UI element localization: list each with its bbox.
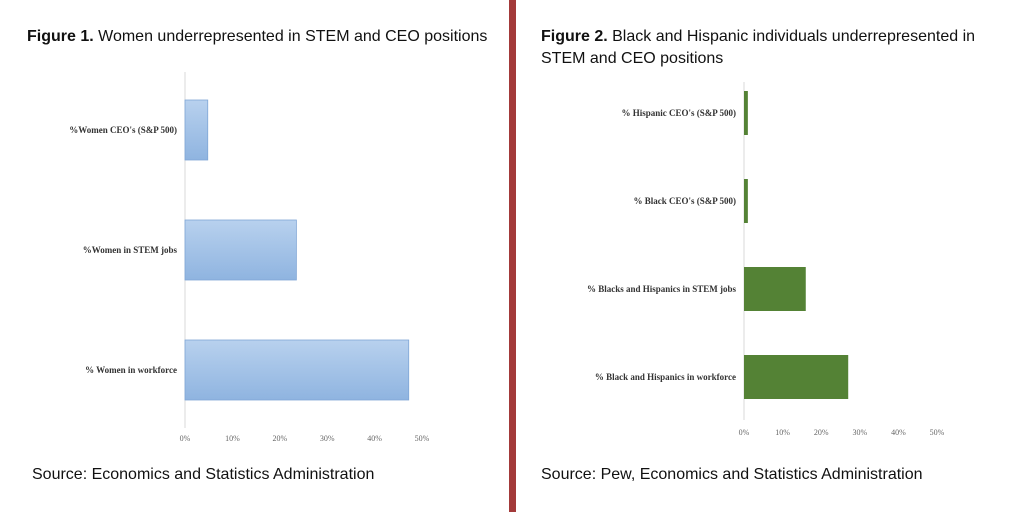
figure1-caption: Figure 1. Women underrepresented in STEM… <box>27 26 497 48</box>
chart2-tick-label: 40% <box>891 428 906 437</box>
chart1-bar <box>184 219 297 281</box>
chart1-tick-label: 40% <box>367 434 382 443</box>
chart1-tick-label: 50% <box>415 434 430 443</box>
figure1-caption-bold: Figure 1. <box>27 28 94 45</box>
chart1-tick-label: 10% <box>225 434 240 443</box>
chart1-tick-label: 0% <box>180 434 191 443</box>
figure1-source: Source: Economics and Statistics Adminis… <box>32 466 375 483</box>
chart2-tick-label: 20% <box>814 428 829 437</box>
chart2-category-label: % Black and Hispanics in workforce <box>595 372 736 382</box>
chart1-category-label: % Women in workforce <box>85 365 177 375</box>
chart2-category-label: % Blacks and Hispanics in STEM jobs <box>587 284 737 294</box>
figure2-source: Source: Pew, Economics and Statistics Ad… <box>541 466 923 483</box>
chart2-tick-label: 30% <box>852 428 867 437</box>
chart1-tick-label: 20% <box>272 434 287 443</box>
chart1-category-label: %Women in STEM jobs <box>83 245 178 255</box>
chart1-category-label: %Women CEO's (S&P 500) <box>69 125 177 135</box>
chart2-tick-label: 50% <box>930 428 945 437</box>
chart1-tick-label: 30% <box>320 434 335 443</box>
column-divider <box>509 0 516 512</box>
chart2-bar <box>744 355 849 399</box>
chart2-category-label: % Hispanic CEO's (S&P 500) <box>621 108 736 118</box>
figure2-caption-text: Black and Hispanic individuals underrepr… <box>541 28 976 67</box>
chart2-bar <box>744 179 748 223</box>
chart1-bar <box>184 339 410 401</box>
chart2-category-label: % Black CEO's (S&P 500) <box>633 196 736 206</box>
figure1-caption-text: Women underrepresented in STEM and CEO p… <box>93 28 488 45</box>
figure2-caption-bold: Figure 2. <box>541 28 608 45</box>
chart1-bar <box>184 99 209 161</box>
chart2-bar <box>744 267 806 311</box>
chart2-bar <box>744 91 748 135</box>
chart2-tick-label: 0% <box>739 428 750 437</box>
figure2-caption: Figure 2. Black and Hispanic individuals… <box>541 26 981 70</box>
chart2-tick-label: 10% <box>775 428 790 437</box>
